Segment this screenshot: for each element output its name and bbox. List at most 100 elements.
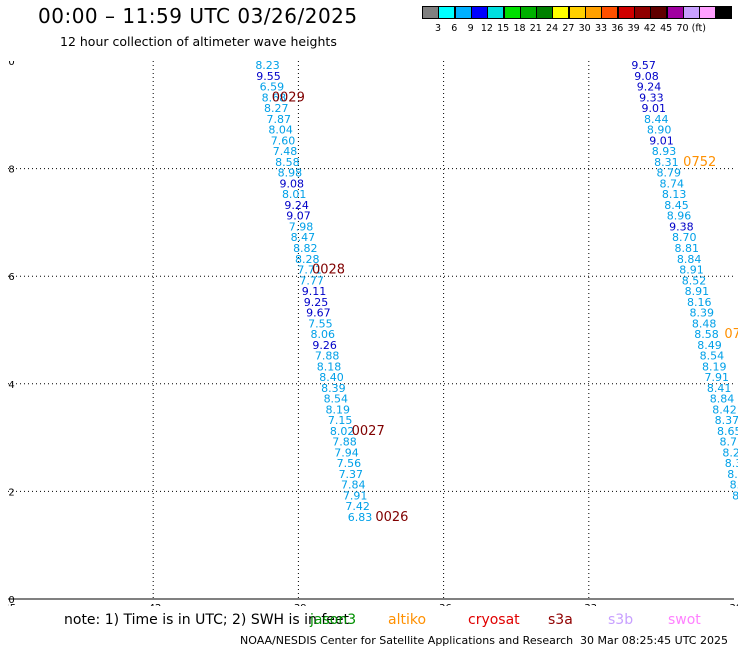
wave-height-value: 8.27 [264, 102, 289, 115]
wave-height-value: 8.96 [667, 210, 692, 223]
x-tick-label: -42 [145, 603, 161, 606]
wave-height-value: 7.60 [271, 134, 296, 147]
colorbar-swatch [699, 6, 717, 19]
wave-height-value: 9.55 [256, 70, 281, 83]
wave-height-value: 8.15 [727, 468, 738, 481]
wave-height-value: 8.74 [659, 177, 684, 190]
wave-height-value: 8.42 [712, 403, 737, 416]
wave-height-value: 9.67 [306, 307, 331, 320]
wave-height-value: 8.58 [275, 156, 300, 169]
wave-height-value: 7.37 [339, 468, 364, 481]
wave-height-value: 8.01 [282, 188, 307, 201]
wave-height-value: 8.04 [268, 124, 293, 137]
colorbar-label: 70 [676, 23, 689, 34]
colorbar-label: 45 [660, 23, 673, 34]
pass-time-label: 0028 [312, 263, 345, 278]
wave-height-value: 8.28 [295, 253, 320, 266]
wave-height-value: 8.19 [326, 403, 351, 416]
wave-height-value: 8.54 [700, 350, 725, 363]
wave-height-value: 8.48 [692, 317, 717, 330]
wave-height-value: 7.15 [328, 414, 353, 427]
wave-height-value: 6.59 [260, 81, 285, 94]
footer-note: note: 1) Time is in UTC; 2) SWH is in fe… [64, 612, 350, 628]
colorbar-swatch [650, 6, 668, 19]
y-tick-label: 10 [8, 595, 15, 606]
wave-height-value: 8.41 [707, 382, 732, 395]
wave-height-value: 9.25 [304, 296, 329, 309]
colorbar-swatch [470, 6, 488, 19]
wave-height-value: 8.98 [278, 167, 303, 180]
pass-time-label: 075 [724, 327, 738, 342]
page-subtitle: 12 hour collection of altimeter wave hei… [60, 34, 337, 49]
satellite-legend-s3a: s3a [548, 612, 573, 628]
wave-height-value: 9.08 [280, 177, 305, 190]
colorbar-swatch [585, 6, 602, 19]
colorbar-label: 21 [529, 23, 542, 34]
wave-height-value: 8.91 [679, 264, 704, 277]
wave-height-value: 9.01 [649, 134, 674, 147]
wave-height-value: 9.11 [302, 285, 327, 298]
wave-height-value: 7.98 [289, 220, 314, 233]
colorbar-label: 33 [594, 23, 608, 34]
colorbar-swatch [422, 6, 439, 19]
wave-height-value: 8.45 [664, 199, 689, 212]
colorbar-swatch [552, 6, 570, 19]
colorbar-swatch [601, 6, 619, 19]
wave-height-value: 8.71 [719, 436, 738, 449]
x-tick-label: -36 [435, 603, 451, 606]
x-tick-label: -39 [290, 603, 306, 606]
satellite-legend-jason3: jason3 [310, 612, 357, 628]
wave-height-value: 9.24 [637, 81, 662, 94]
wave-height-value: 7.87 [266, 113, 291, 126]
satellite-legend-cryosat: cryosat [468, 612, 520, 628]
y-tick-label: 14 [8, 380, 15, 391]
wave-height-value: 8.54 [324, 393, 349, 406]
pass-time-label: 0027 [352, 424, 385, 439]
wave-height-value: 8.37 [715, 414, 738, 427]
wave-height-value: 8.82 [293, 242, 318, 255]
wave-height-value: 8.81 [674, 242, 699, 255]
colorbar-swatch [568, 6, 586, 19]
colorbar-swatch [682, 6, 700, 19]
pass-time-label: 0752 [683, 155, 716, 170]
wave-height-value: 8.84 [677, 253, 702, 266]
wave-height-value: 9.26 [312, 339, 337, 352]
y-tick-label: 12 [8, 487, 15, 498]
colorbar-label: 12 [480, 23, 493, 34]
wave-height-value: 7.71 [297, 264, 322, 277]
colorbar-swatch [487, 6, 505, 19]
wave-height-value: 7.91 [343, 489, 368, 502]
colorbar-label: 6 [451, 23, 458, 34]
wave-height-value: 9.24 [284, 199, 309, 212]
generated-timestamp: 30 Mar 08:25:45 UTC 2025 [580, 634, 728, 647]
colorbar-swatch [666, 6, 684, 19]
colorbar-swatch [519, 6, 537, 19]
wave-height-value: 7.48 [273, 145, 298, 158]
pass-time-label: 0029 [272, 90, 305, 105]
wave-height-value: 6.83 [348, 511, 373, 524]
wave-height-value: 8.70 [672, 231, 697, 244]
colorbar-label: 18 [513, 23, 526, 34]
colorbar-unit: (ft) [691, 23, 706, 34]
colorbar-swatch [633, 6, 651, 19]
colorbar-label: 36 [611, 23, 624, 34]
wave-height-value: 7.88 [332, 436, 357, 449]
colorbar-label: 15 [497, 23, 510, 34]
colorbar-swatch [715, 6, 733, 19]
wave-height-value: 8.90 [647, 124, 672, 137]
wave-height-value: 8.23 [255, 61, 280, 72]
wave-height-value: 7.55 [308, 317, 333, 330]
colorbar-label: 30 [578, 23, 591, 34]
wave-height-value: 7.94 [334, 446, 359, 459]
colorbar-label: 9 [467, 23, 474, 34]
colorbar-label: 3 [434, 23, 442, 34]
wave-height-plot: 101214161820-45-42-39-36-33-308.239.556.… [8, 61, 738, 606]
colorbar-swatch [454, 6, 472, 19]
wave-height-value: 8.39 [689, 307, 714, 320]
x-tick-label: -30 [726, 603, 738, 606]
wave-height-value: 7.42 [345, 500, 370, 513]
wave-height-value: 7.91 [704, 371, 729, 384]
wave-height-value: 8.19 [702, 360, 727, 373]
wave-height-value: 8.58 [694, 328, 719, 341]
satellite-legend-altiko: altiko [388, 612, 427, 628]
